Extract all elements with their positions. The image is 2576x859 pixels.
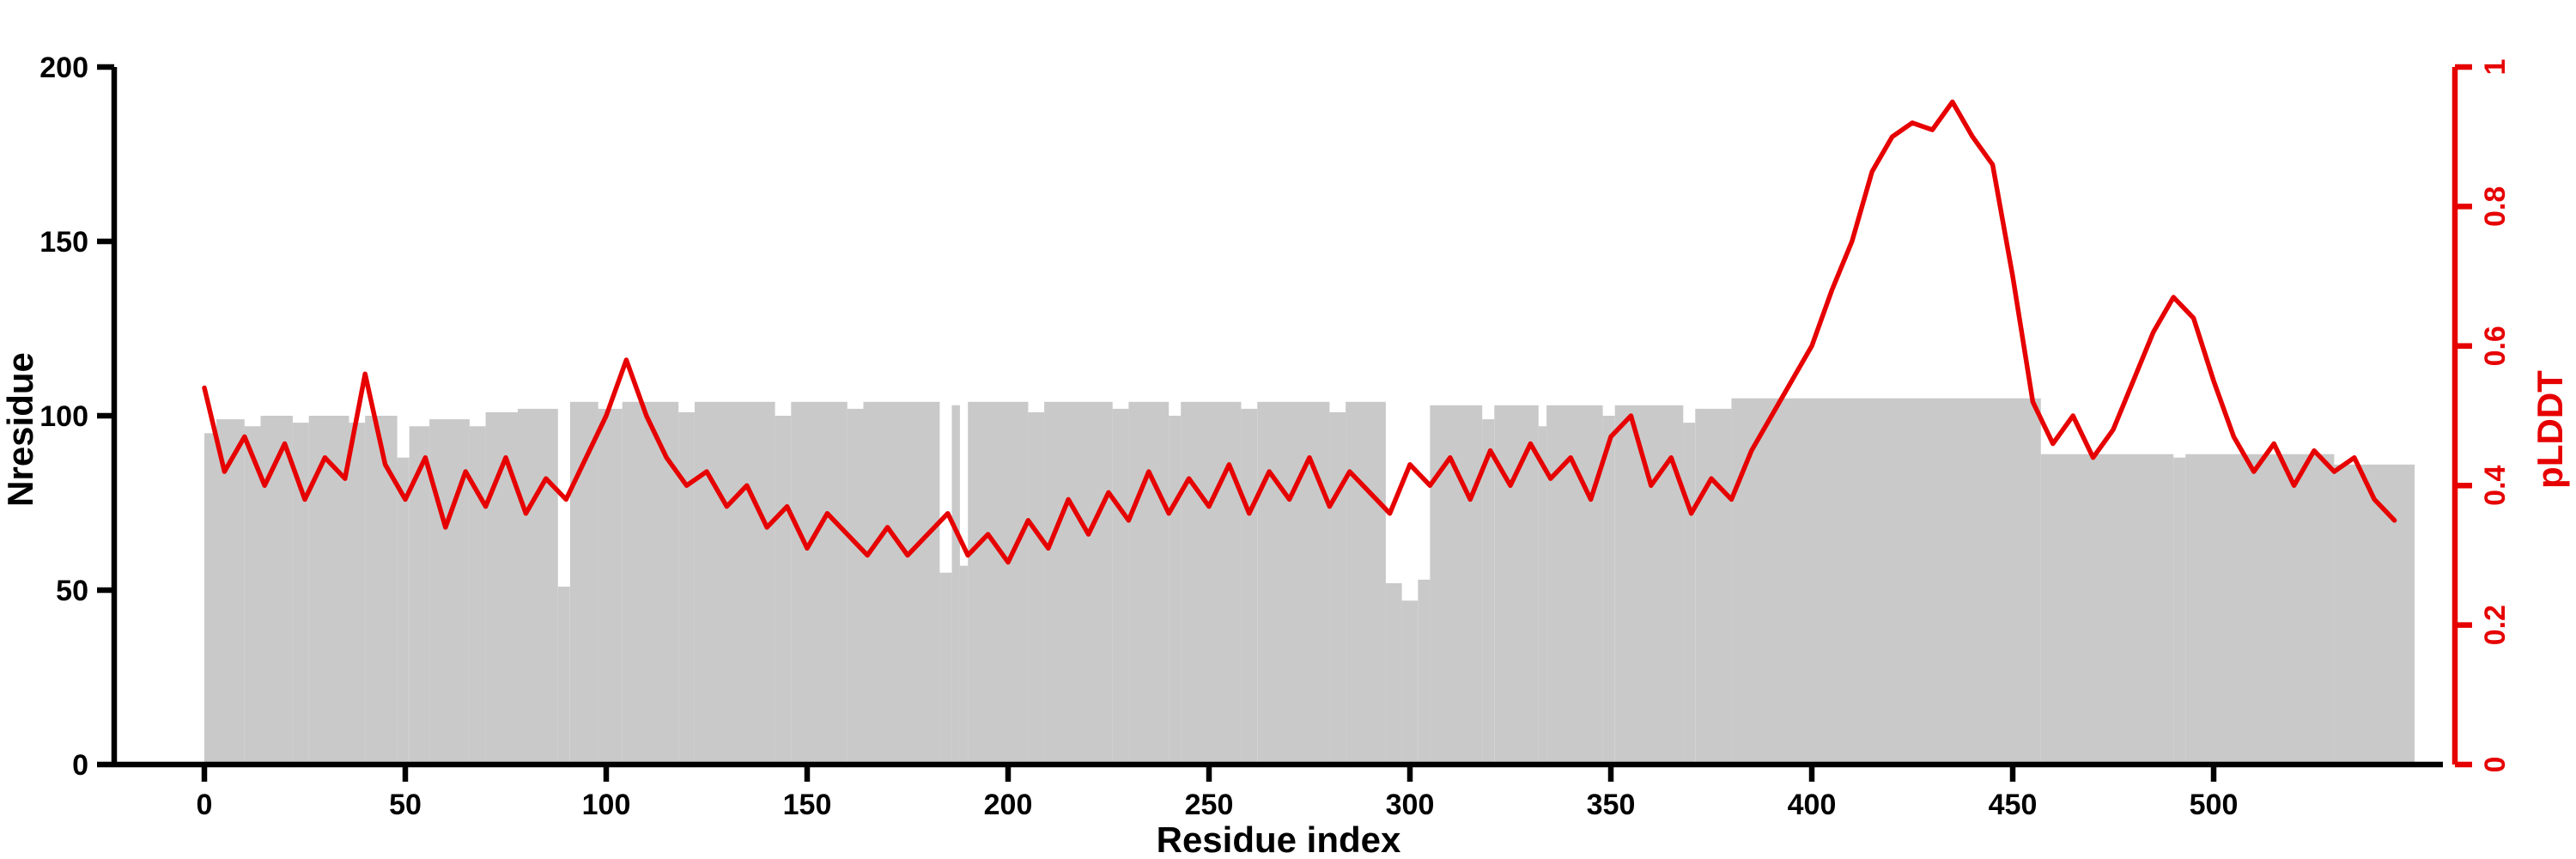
bar-segment xyxy=(244,426,261,765)
left-tick-label: 0 xyxy=(72,749,88,782)
bar-segment xyxy=(1731,398,2041,765)
bar-segment xyxy=(1044,401,1113,765)
bar-segment xyxy=(1241,408,1258,765)
bar-segment xyxy=(1028,411,1045,765)
right-tick-label: 1 xyxy=(2479,59,2512,76)
bar-segment xyxy=(1494,405,1539,765)
bar-segment xyxy=(939,572,952,765)
left-tick-label: 50 xyxy=(56,575,88,607)
bar-segment xyxy=(204,433,216,765)
bar-segment xyxy=(1430,405,1483,765)
x-tick-label: 150 xyxy=(783,789,832,821)
bar-segment xyxy=(308,416,349,765)
bar-segment xyxy=(2040,454,2174,765)
right-tick-label: 0 xyxy=(2479,757,2512,773)
bar-segment xyxy=(1602,416,1615,765)
bar-segment xyxy=(775,416,792,765)
bar-segment xyxy=(349,423,366,765)
x-tick-label: 100 xyxy=(582,789,631,821)
bar-segment xyxy=(959,565,969,765)
left-tick-label: 200 xyxy=(39,52,88,84)
bar-segment xyxy=(1683,423,1696,765)
bar-segment xyxy=(1329,411,1346,765)
x-tick-label: 350 xyxy=(1587,789,1636,821)
right-tick-label: 0.8 xyxy=(2479,186,2512,227)
bar-segment xyxy=(293,423,309,765)
bar-segment xyxy=(1181,401,1242,765)
x-axis-label: Residue index xyxy=(1157,819,1401,859)
plddt-polyline xyxy=(202,99,2397,565)
axes: 0 50 100 150 200 0 50 100 150 200 250 300 350 400 450 5… xyxy=(39,52,2512,821)
left-tick-label: 150 xyxy=(39,226,88,259)
bar-segment xyxy=(968,401,1029,765)
right-axis-label: pLDDT xyxy=(2530,370,2570,489)
bar-segment xyxy=(847,408,864,765)
right-tick-label: 0.2 xyxy=(2479,605,2512,645)
x-tick-label: 50 xyxy=(389,789,422,821)
bar-segment xyxy=(409,426,430,765)
bar-segment xyxy=(1695,408,1732,765)
left-tick-label: 100 xyxy=(39,400,88,433)
bar-segment xyxy=(695,401,775,765)
bar-segment xyxy=(2173,457,2186,765)
bar-segment xyxy=(216,419,245,765)
bar-segment xyxy=(2334,464,2415,765)
bar-segment xyxy=(365,416,398,765)
bar-segment xyxy=(1418,579,1431,765)
right-tick-label: 0.6 xyxy=(2479,326,2512,366)
bar-segment xyxy=(518,408,558,765)
plddt-line xyxy=(202,99,2397,565)
bar-segment xyxy=(1169,416,1182,765)
x-tick-label: 300 xyxy=(1386,789,1435,821)
x-tick-label: 0 xyxy=(197,789,213,821)
right-tick-label: 0.4 xyxy=(2479,465,2512,505)
x-tick-label: 250 xyxy=(1185,789,1234,821)
x-tick-label: 450 xyxy=(1989,789,2038,821)
nresidue-bars xyxy=(204,398,2415,765)
bar-segment xyxy=(791,401,848,765)
bar-segment xyxy=(1257,401,1330,765)
bar-segment xyxy=(397,457,410,765)
bar-segment xyxy=(1385,582,1402,765)
x-tick-label: 400 xyxy=(1788,789,1837,821)
bar-segment xyxy=(1346,401,1386,765)
bar-segment xyxy=(260,416,293,765)
bar-segment xyxy=(1538,426,1547,765)
bar-segment xyxy=(1546,405,1603,765)
bar-segment xyxy=(622,401,679,765)
bar-segment xyxy=(863,401,940,765)
left-axis-label: Nresidue xyxy=(0,352,40,507)
bar-segment xyxy=(1128,401,1170,765)
x-tick-label: 500 xyxy=(2190,789,2239,821)
bar-segment xyxy=(469,426,486,765)
bar-segment xyxy=(2185,454,2335,765)
x-tick-label: 200 xyxy=(984,789,1033,821)
bar-segment xyxy=(557,586,570,765)
bar-segment xyxy=(598,408,623,765)
bar-segment xyxy=(678,411,695,765)
bar-segment xyxy=(569,401,598,765)
bar-segment xyxy=(1482,419,1495,765)
bar-segment xyxy=(951,405,960,765)
bar-segment xyxy=(1112,408,1129,765)
bar-segment xyxy=(1401,600,1419,765)
